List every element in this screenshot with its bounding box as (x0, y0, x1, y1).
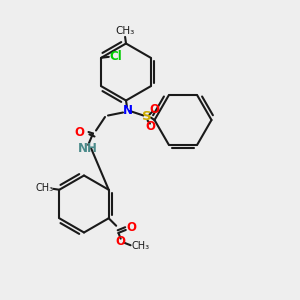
Text: O: O (127, 221, 137, 234)
Text: O: O (116, 235, 126, 248)
Text: N: N (122, 104, 133, 118)
Text: CH₃: CH₃ (131, 241, 149, 251)
Text: Cl: Cl (110, 50, 122, 63)
Text: O: O (74, 125, 84, 139)
Text: NH: NH (78, 142, 98, 155)
Text: O: O (149, 103, 160, 116)
Text: CH₃: CH₃ (115, 26, 134, 36)
Text: CH₃: CH₃ (35, 183, 53, 193)
Text: S: S (142, 110, 152, 124)
Text: O: O (145, 119, 155, 133)
